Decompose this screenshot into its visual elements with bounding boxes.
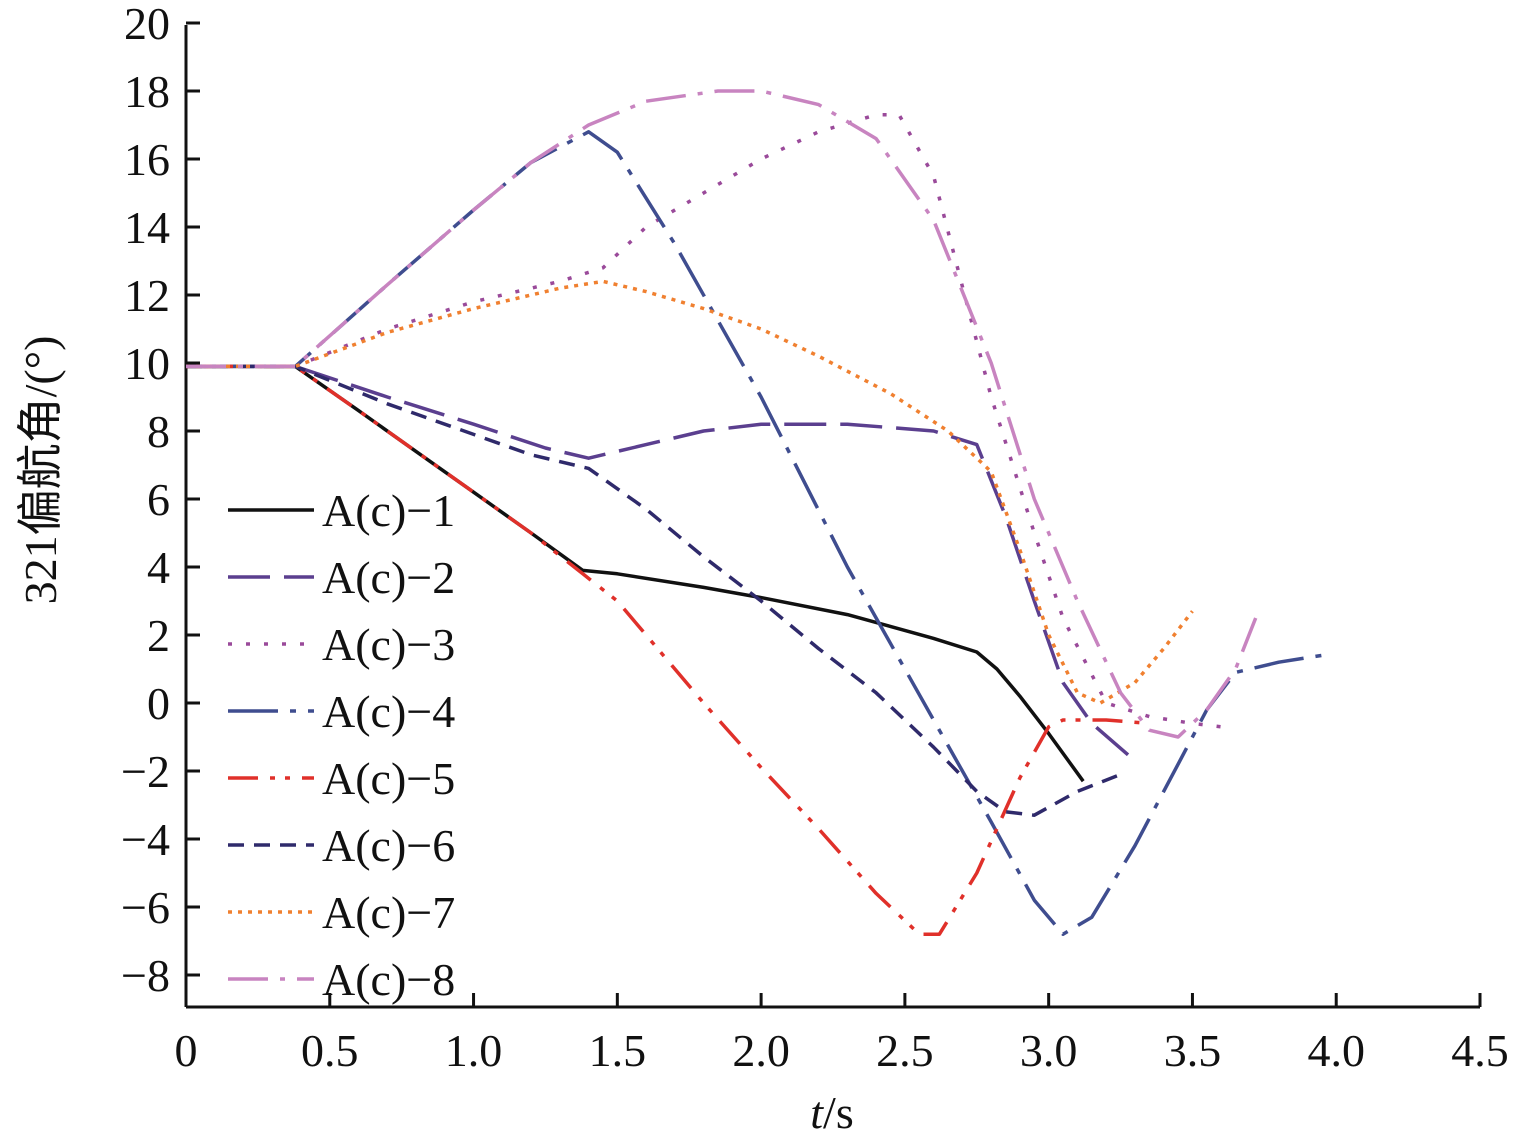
x-tick-label: 4.0 [1307, 1025, 1365, 1076]
x-tick-label: 0.5 [301, 1025, 359, 1076]
legend-label: A(c)−1 [322, 485, 455, 536]
legend-label: A(c)−2 [322, 552, 455, 603]
y-tick-label: 6 [147, 474, 170, 525]
x-tick-label: 0 [175, 1025, 198, 1076]
x-tick-label: 4.5 [1451, 1025, 1509, 1076]
y-tick-label: 4 [147, 542, 170, 593]
series-line [186, 364, 1150, 936]
y-tick-label: 0 [147, 678, 170, 729]
series-line [186, 89, 1258, 739]
x-tick-label: 2.5 [876, 1025, 934, 1076]
y-tick-label: −6 [121, 882, 170, 933]
x-tick-label: 3.0 [1020, 1025, 1078, 1076]
series-line [186, 364, 1122, 817]
legend-label: A(c)−6 [322, 820, 455, 871]
y-axis-label: 321偏航角/(°) [15, 336, 66, 605]
x-axis-label-unit: /s [823, 1087, 854, 1138]
axes: 0 0.5 1.0 1.5 2.0 2.5 3.0 3.5 4.0 4.5 −8 −6 −4 −2 0 2 4 6… [121, 0, 1509, 1076]
y-tick-label: 10 [124, 338, 170, 389]
y-tick-label: 2 [147, 610, 170, 661]
x-tick-label: 1.5 [589, 1025, 647, 1076]
y-tick-label: 12 [124, 270, 170, 321]
x-tick-label: 2.0 [732, 1025, 790, 1076]
x-tick-label: 1.0 [445, 1025, 503, 1076]
legend-label: A(c)−8 [322, 954, 455, 1005]
legend-label: A(c)−3 [322, 619, 455, 670]
series-line [186, 364, 1137, 763]
legend-label: A(c)−7 [322, 887, 455, 938]
y-tick-label: 16 [124, 134, 170, 185]
legend-label: A(c)−5 [322, 753, 455, 804]
x-tick-label: 3.5 [1164, 1025, 1222, 1076]
axis-titles: t/s 321偏航角/(°) [15, 336, 854, 1138]
y-tick-label: 14 [124, 202, 170, 253]
legend-label: A(c)−4 [322, 686, 455, 737]
y-tick-label: 18 [124, 66, 170, 117]
y-tick-label: 20 [124, 0, 170, 49]
series-layer [186, 89, 1323, 936]
y-tick-label: 8 [147, 406, 170, 457]
series-line [186, 364, 1085, 783]
legend: A(c)−1 A(c)−2 A(c)−3 A(c)−4 A(c)−5 A(c)−6 A(c)… [228, 485, 455, 1005]
y-tick-label: −4 [121, 814, 170, 865]
x-axis-label-var: t [810, 1087, 824, 1138]
y-tick-label: −2 [121, 746, 170, 797]
series-line [186, 279, 1194, 705]
y-tick-label: −8 [121, 950, 170, 1001]
x-axis-label: t/s [810, 1087, 853, 1138]
